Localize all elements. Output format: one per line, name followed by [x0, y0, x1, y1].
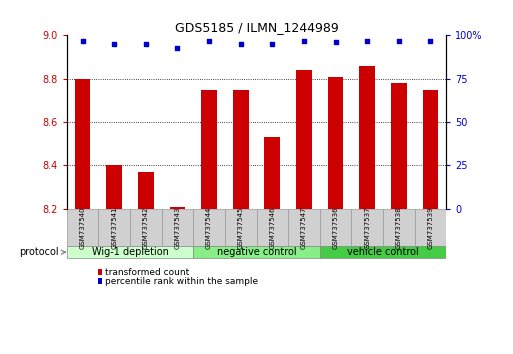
Text: GSM737537: GSM737537: [364, 206, 370, 249]
Text: GSM737546: GSM737546: [269, 206, 275, 249]
Text: GSM737544: GSM737544: [206, 206, 212, 249]
Point: [142, 41, 150, 47]
Bar: [98, 269, 102, 275]
Point: [394, 38, 403, 44]
Point: [173, 45, 182, 50]
Point: [426, 38, 435, 44]
Text: GSM737540: GSM737540: [80, 206, 86, 249]
Point: [300, 38, 308, 44]
Text: transformed count: transformed count: [105, 268, 189, 277]
Point: [236, 41, 245, 47]
Title: GDS5185 / ILMN_1244989: GDS5185 / ILMN_1244989: [174, 21, 339, 34]
Bar: [351, 209, 383, 246]
Text: GSM737541: GSM737541: [111, 206, 117, 249]
Text: vehicle control: vehicle control: [347, 247, 419, 257]
Text: GSM737543: GSM737543: [174, 206, 181, 249]
Bar: [320, 246, 446, 258]
Bar: [138, 172, 154, 209]
Bar: [162, 209, 193, 246]
Bar: [98, 278, 102, 284]
Bar: [67, 209, 98, 246]
Bar: [225, 209, 256, 246]
Point: [205, 38, 213, 44]
Bar: [130, 209, 162, 246]
Bar: [423, 90, 439, 209]
Text: GSM737539: GSM737539: [427, 206, 433, 249]
Text: GSM737542: GSM737542: [143, 206, 149, 249]
Bar: [233, 90, 249, 209]
Bar: [415, 209, 446, 246]
Bar: [193, 246, 320, 258]
Point: [110, 41, 118, 47]
Text: negative control: negative control: [216, 247, 297, 257]
Bar: [383, 209, 415, 246]
Text: Wig-1 depletion: Wig-1 depletion: [91, 247, 168, 257]
Text: protocol: protocol: [19, 247, 65, 257]
Text: GSM737545: GSM737545: [238, 206, 244, 249]
Text: GSM737536: GSM737536: [332, 206, 339, 249]
Bar: [328, 76, 344, 209]
Bar: [256, 209, 288, 246]
Bar: [106, 165, 122, 209]
Bar: [288, 209, 320, 246]
Point: [78, 38, 87, 44]
Point: [363, 38, 371, 44]
Text: percentile rank within the sample: percentile rank within the sample: [105, 277, 259, 286]
Bar: [320, 209, 351, 246]
Point: [268, 41, 277, 47]
Bar: [74, 79, 90, 209]
Bar: [264, 137, 280, 209]
Bar: [296, 70, 312, 209]
Bar: [98, 209, 130, 246]
Bar: [359, 66, 375, 209]
Bar: [67, 246, 193, 258]
Bar: [193, 209, 225, 246]
Bar: [391, 83, 407, 209]
Point: [331, 40, 340, 45]
Bar: [169, 207, 185, 209]
Bar: [201, 90, 217, 209]
Text: GSM737538: GSM737538: [396, 206, 402, 249]
Text: GSM737547: GSM737547: [301, 206, 307, 249]
